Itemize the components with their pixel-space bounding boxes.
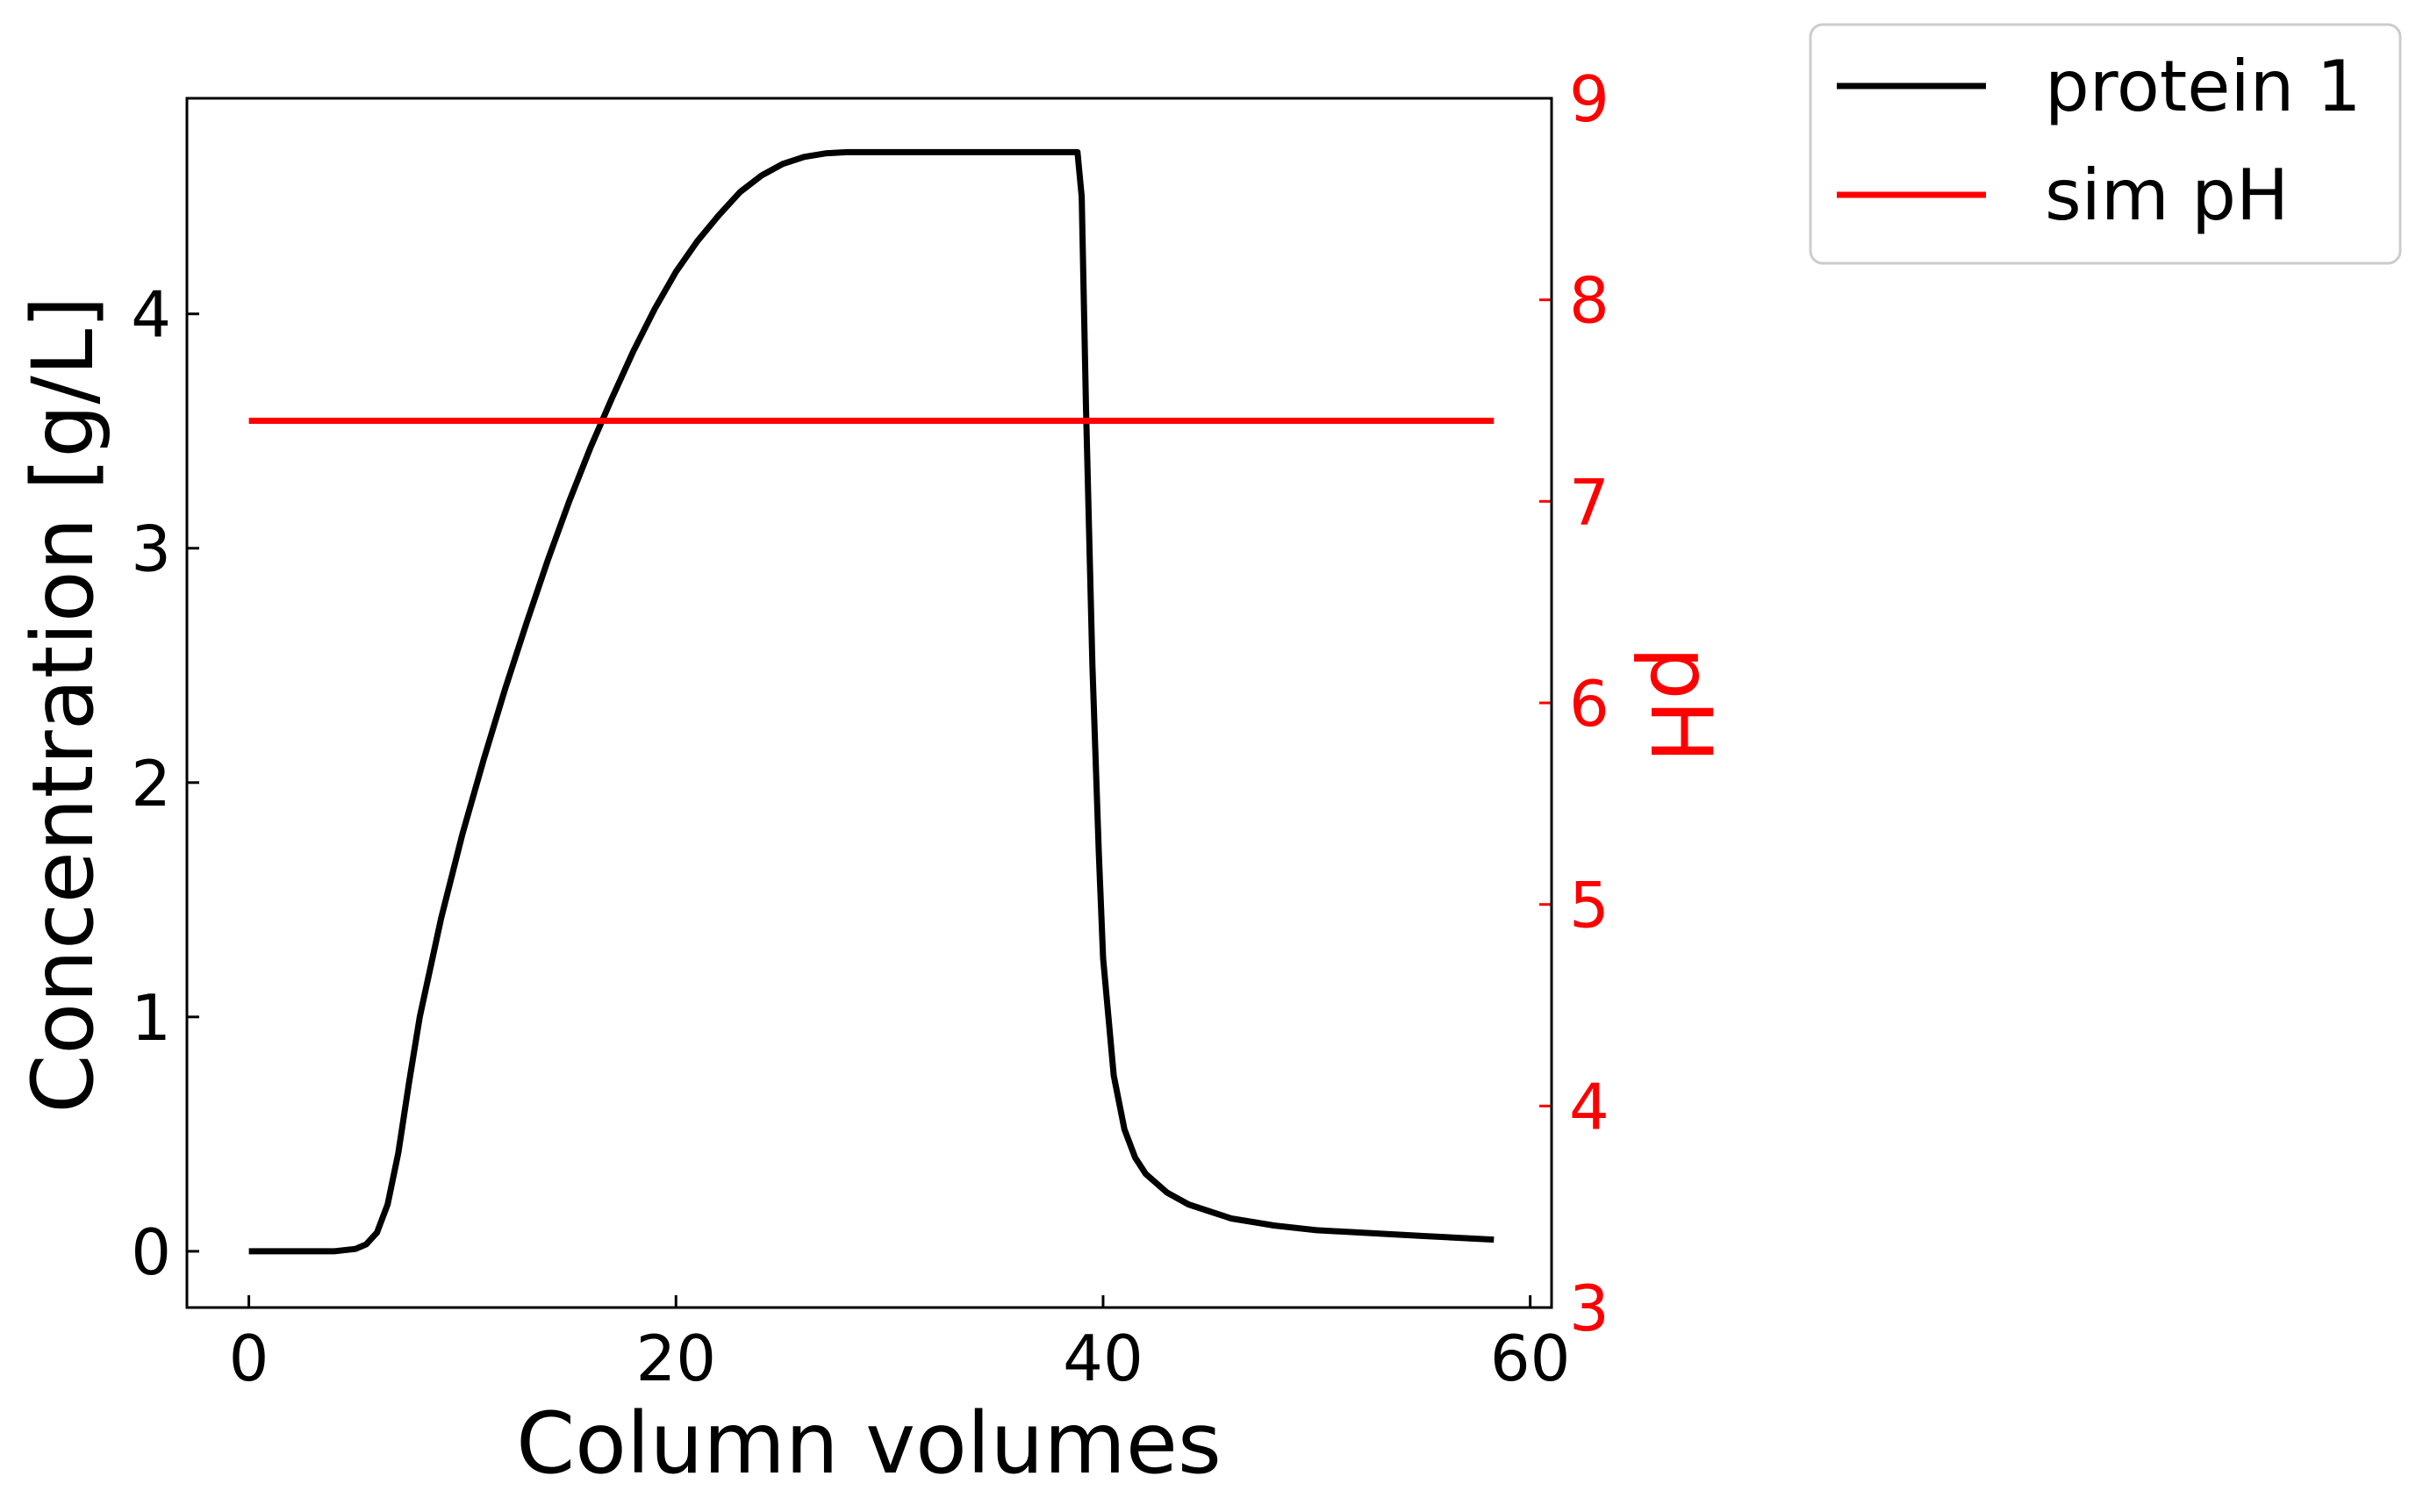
x-tick-label: 0 — [229, 1322, 269, 1395]
y-tick-label: 1 — [131, 981, 171, 1055]
x-tick-label: 40 — [1063, 1322, 1143, 1395]
y-tick-label: 4 — [131, 278, 171, 352]
y2-tick-label: 3 — [1569, 1272, 1609, 1345]
y2-tick-label: 6 — [1569, 667, 1609, 741]
plot-frame — [185, 97, 1553, 1309]
legend-label-protein-1: protein 1 — [2045, 46, 2362, 127]
y-axis-title: Concentration [g/L] — [14, 296, 112, 1113]
y-tick-label: 0 — [131, 1215, 171, 1289]
y2-tick-label: 7 — [1569, 465, 1609, 539]
right-y-axis-ticks: 3 4 5 6 7 8 9 — [1539, 62, 1609, 1345]
y-tick-label: 2 — [131, 747, 171, 820]
legend-label-sim-ph: sim pH — [2045, 154, 2289, 236]
y2-axis-title: pH — [1631, 646, 1730, 763]
x-tick-label: 60 — [1490, 1322, 1571, 1395]
y2-tick-label: 9 — [1569, 62, 1609, 136]
left-y-axis-ticks: 0 1 2 3 4 — [131, 278, 199, 1289]
y2-tick-label: 5 — [1569, 869, 1609, 942]
y-tick-label: 3 — [131, 512, 171, 586]
x-axis-ticks: 0 20 40 60 — [229, 1295, 1571, 1395]
x-tick-label: 20 — [635, 1322, 716, 1395]
y2-tick-label: 4 — [1569, 1070, 1609, 1143]
legend: protein 1 sim pH — [1809, 23, 2402, 265]
x-axis-title: Column volumes — [516, 1394, 1222, 1493]
y2-tick-label: 8 — [1569, 264, 1609, 338]
series-layer — [248, 148, 1495, 1255]
series-line-protein-1 — [248, 148, 1495, 1255]
